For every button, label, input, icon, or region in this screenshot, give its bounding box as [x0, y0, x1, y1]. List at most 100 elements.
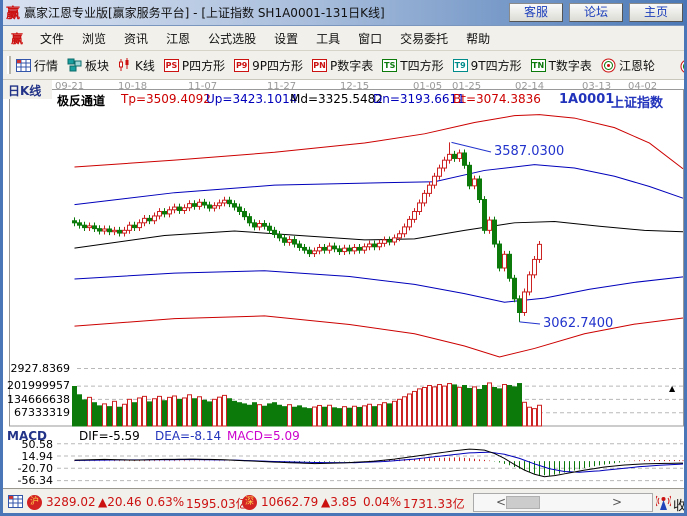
toolbar-blocks-label: 板块: [85, 58, 110, 73]
menu-item-trade[interactable]: 交易委托: [400, 31, 449, 46]
macd-indicator-name[interactable]: MACD: [7, 429, 47, 443]
menu-item-help[interactable]: 帮助: [466, 31, 491, 46]
macd-scale-label: 50.58: [21, 438, 54, 451]
menu-item-formula-stockpick[interactable]: 公式选股: [208, 31, 257, 46]
antenna-icon: [655, 493, 672, 513]
sh-index-change: ▲20.46: [98, 495, 142, 509]
quotes-grid-icon[interactable]: [8, 495, 23, 511]
shenzhen-market-icon: 深: [242, 495, 257, 510]
pn-box-icon: PN: [312, 58, 328, 72]
x-axis-date: 12-15: [340, 81, 370, 92]
toolbar-t-square[interactable]: TS T四方形: [382, 57, 444, 74]
scroll-right-arrow[interactable]: >: [612, 495, 623, 509]
menu-item-settings[interactable]: 设置: [274, 31, 299, 46]
toolbar-t-number-table[interactable]: TN T数字表: [530, 57, 592, 74]
x-axis-date: 11-27: [267, 81, 297, 92]
scroll-up-indicator-icon[interactable]: ▲: [669, 384, 676, 393]
blocks-icon: [67, 58, 82, 72]
toolbar: 行情 板块 K线 PS P四方形 P9 9P四方形 PN P数字表 TS: [3, 51, 684, 80]
toolbar-9p-square-label: 9P四方形: [252, 58, 304, 73]
x-axis-date: 11-07: [188, 81, 218, 92]
toolbar-p-square-label: P四方形: [181, 58, 226, 73]
ps-box-icon: PS: [163, 58, 179, 72]
x-axis-date: 02-14: [515, 81, 545, 92]
toolbar-t-square-label: T四方形: [400, 58, 444, 73]
shanghai-market-icon: 沪: [27, 495, 42, 510]
tn-box-icon: TN: [530, 58, 546, 72]
menu-logo-icon: 赢: [11, 31, 24, 46]
volume-axis-label: 67333319: [14, 406, 70, 419]
symbol-code: 1A0001: [559, 92, 615, 107]
menu-bar: 赢 文件 浏览 资讯 江恩 公式选股 设置 工具 窗口 交易委托 帮助: [3, 26, 684, 51]
x-axis-date: 09-21: [55, 81, 85, 92]
macd-dif-value: DIF=-5.59: [79, 429, 140, 443]
toolbar-p-number-table[interactable]: PN P数字表: [312, 57, 373, 74]
scroll-left-arrow[interactable]: <: [496, 495, 507, 509]
sh-index-amount: 1595.03亿: [186, 497, 248, 511]
menu-item-browse[interactable]: 浏览: [82, 31, 107, 46]
menu-item-tools[interactable]: 工具: [316, 31, 341, 46]
sh-index-pct: 0.63%: [146, 495, 185, 509]
indicator-tp-value: Tp=3509.4092: [121, 92, 211, 106]
x-axis-date: 10-18: [118, 81, 148, 92]
gann-wheel-icon: [601, 58, 616, 73]
toolbar-9t-square[interactable]: T9 9T四方形: [452, 57, 522, 74]
chart-area: 日K线 09-21 10-18 11-07 11-27 12-15 01-05 …: [3, 80, 684, 488]
toolbar-p-number-table-label: P数字表: [330, 58, 374, 73]
homepage-button[interactable]: 主页: [629, 3, 683, 22]
volume-axis-label: 201999957: [7, 379, 70, 392]
macd-dea-value: DEA=-8.14: [155, 429, 222, 443]
forum-button[interactable]: 论坛: [569, 3, 623, 22]
toolbar-9p-square[interactable]: P9 9P四方形: [234, 57, 303, 74]
customer-service-button[interactable]: 客服: [509, 3, 563, 22]
menu-item-news[interactable]: 资讯: [124, 31, 149, 46]
symbol-name: 上证指数: [611, 96, 664, 111]
kline-icon: [118, 58, 132, 72]
window-title: 赢家江恩专业版[赢家服务平台] - [上证指数 SH1A0001-131日K线]: [24, 6, 385, 20]
toolbar-9t-square-label: 9T四方形: [470, 58, 522, 73]
toolbar-gann-wheel-label: 江恩轮: [618, 58, 655, 73]
toolbar-grip[interactable]: [7, 56, 11, 74]
macd-scale-label: 14.94: [21, 450, 54, 463]
t9-box-icon: T9: [452, 58, 468, 72]
macd-value: MACD=5.09: [227, 429, 300, 443]
sz-index-pct: 0.04%: [363, 495, 402, 509]
menu-item-gann[interactable]: 江恩: [166, 31, 191, 46]
toolbar-quotes[interactable]: 行情: [16, 57, 58, 74]
indicator-bt-value: Bt=3074.3836: [453, 92, 541, 106]
indicator-md-value: Md=3325.5482: [290, 92, 383, 106]
partial-toolbar-icon[interactable]: [680, 59, 684, 77]
x-axis-date: 01-05: [413, 81, 443, 92]
toolbar-p-square[interactable]: PS P四方形: [163, 57, 226, 74]
toolbar-gann-wheel[interactable]: 江恩轮: [601, 57, 655, 74]
price-axis-label: 2927.8369: [10, 362, 71, 375]
indicator-up-value: Up=3423.1014: [206, 92, 298, 106]
menu-item-window[interactable]: 窗口: [358, 31, 383, 46]
peak-price-annotation: 3587.0300: [494, 144, 565, 159]
macd-scale-label: -56.34: [17, 474, 53, 487]
macd-scale-label: -20.70: [17, 462, 53, 475]
p9-box-icon: P9: [234, 58, 250, 72]
menu-item-file[interactable]: 文件: [40, 31, 65, 46]
sh-index-value: 3289.02: [46, 495, 96, 509]
toolbar-t-number-table-label: T数字表: [548, 58, 592, 73]
toolbar-blocks[interactable]: 板块: [67, 57, 109, 74]
status-bar: 沪 3289.02 ▲20.46 0.63% 1595.03亿 深 10662.…: [3, 488, 687, 514]
sz-index-amount: 1731.33亿: [403, 497, 465, 511]
indicator-dn-value: Dn=3193.6611: [373, 92, 465, 106]
indicator-name[interactable]: 极反通道: [57, 94, 106, 108]
scrollbar-thumb[interactable]: [506, 496, 540, 509]
x-axis-date: 01-25: [452, 81, 482, 92]
toolbar-kline[interactable]: K线: [118, 57, 155, 74]
sz-index-change: ▲3.85: [321, 495, 357, 509]
toolbar-kline-label: K线: [135, 58, 155, 73]
receive-status-label: 收: [673, 499, 687, 514]
period-label[interactable]: 日K线: [3, 80, 52, 99]
sz-index-value: 10662.79: [261, 495, 319, 509]
app-logo: 赢: [6, 5, 20, 22]
volume-axis-label: 134666638: [7, 393, 70, 406]
toolbar-quotes-label: 行情: [34, 58, 59, 73]
horizontal-scrollbar[interactable]: < >: [473, 493, 653, 512]
kline-plot[interactable]: [3, 80, 684, 488]
